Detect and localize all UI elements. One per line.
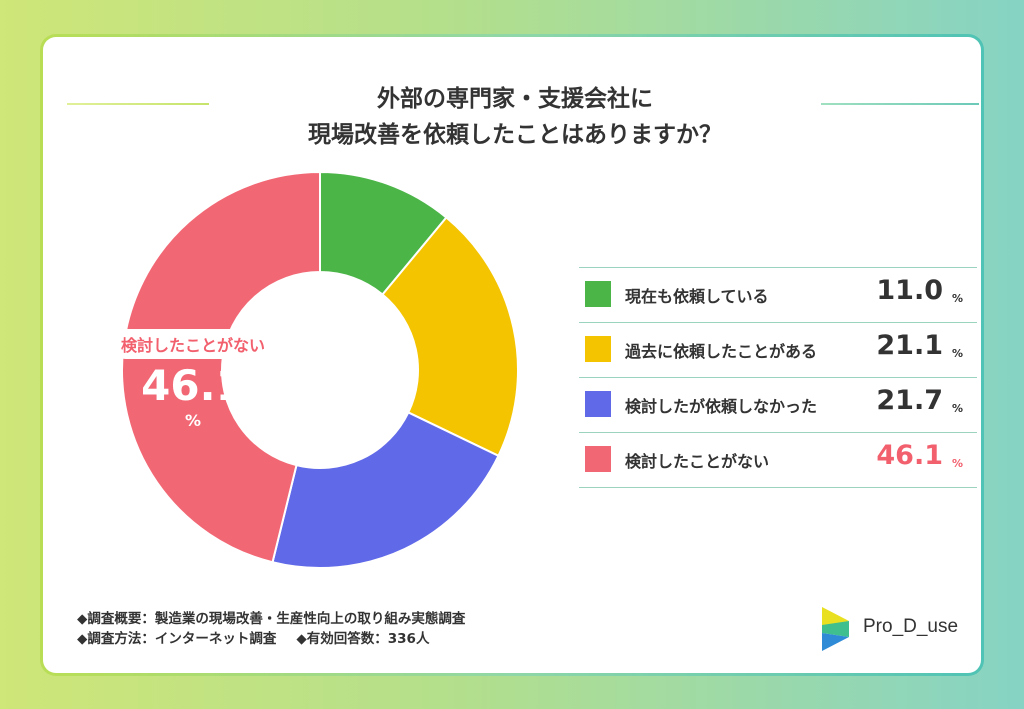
survey-notes: ◆調査概要：製造業の現場改善・生産性向上の取り組み実態調査 ◆調査方法：インター… [77, 609, 465, 649]
donut-callout: 検討したことがない 46.1 % [95, 329, 291, 431]
brand-logo-icon [822, 607, 849, 651]
legend-row: 検討したことがない 46.1% [579, 433, 977, 488]
legend-row: 過去に依頼したことがある 21.1% [579, 323, 977, 378]
legend-unit: % [951, 402, 963, 415]
donut-chart [121, 170, 519, 569]
legend-value: 21.7 [876, 385, 943, 416]
legend-swatch [585, 391, 611, 417]
legend-row: 検討したが依頼しなかった 21.7% [579, 378, 977, 433]
callout-category-label: 検討したことがない [110, 329, 275, 359]
donut-slice-4 [121, 170, 321, 564]
legend-unit: % [951, 347, 963, 360]
legend-value: 11.0 [876, 275, 943, 306]
legend-value: 21.1 [876, 330, 943, 361]
legend-swatch [585, 446, 611, 472]
legend-value: 46.1 [876, 440, 943, 471]
legend-label: 検討したが依頼しなかった [625, 397, 818, 416]
title-line-2: 現場改善を依頼したことはありますか？ [308, 122, 722, 148]
chart-title: 外部の専門家・支援会社に 現場改善を依頼したことはありますか？ [43, 81, 987, 153]
survey-overview: ◆調査概要：製造業の現場改善・生産性向上の取り組み実態調査 [77, 611, 466, 627]
title-line-1: 外部の専門家・支援会社に [377, 86, 653, 112]
callout-unit: % [184, 411, 202, 430]
donut-slice-3 [271, 411, 500, 569]
survey-method: ◆調査方法：インターネット調査 [77, 631, 277, 647]
legend-unit: % [951, 457, 963, 470]
legend-row: 現在も依頼している 11.0% [579, 267, 977, 323]
legend-unit: % [951, 292, 963, 305]
title-rule-right [821, 103, 979, 105]
brand-name: Pro_D_use [863, 616, 959, 637]
legend: 現在も依頼している 11.0% 過去に依頼したことがある 21.1% 検討したが依頼しな… [579, 267, 977, 488]
legend-label: 現在も依頼している [625, 287, 769, 306]
brand-logo: Pro_D_use [819, 603, 969, 655]
legend-swatch [585, 281, 611, 307]
donut-slice-2 [381, 216, 519, 458]
survey-respondents: ◆有効回答数：336人 [296, 631, 430, 647]
callout-value: 46.1 [141, 361, 245, 410]
legend-swatch [585, 336, 611, 362]
legend-label: 検討したことがない [625, 452, 770, 471]
title-rule-left [67, 103, 209, 105]
chart-card: 外部の専門家・支援会社に 現場改善を依頼したことはありますか？ 検討したことがな… [40, 34, 984, 676]
legend-label: 過去に依頼したことがある [625, 342, 818, 361]
